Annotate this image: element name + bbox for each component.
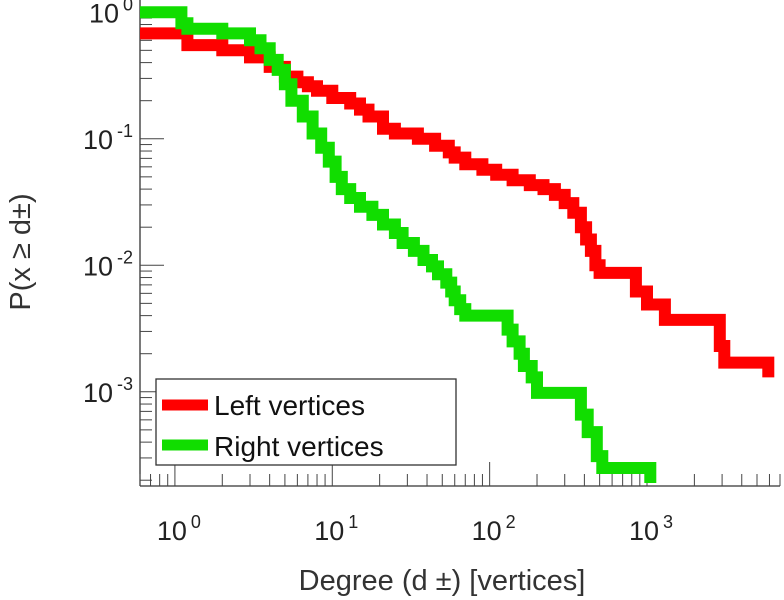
y-tick-label-exponent: -2 [117, 247, 133, 267]
series-lines [140, 6, 775, 483]
y-tick-label-base: 10 [83, 125, 113, 155]
legend-label-right: Right vertices [214, 431, 384, 462]
legend-box [155, 378, 457, 466]
y-tick-label-base: 10 [89, 0, 119, 28]
x-axis-label: Degree (d ±) [vertices] [299, 565, 586, 597]
x-tick-label-exponent: 2 [506, 512, 516, 532]
y-tick-label-base: 10 [83, 251, 113, 281]
series-line-left-vertices [140, 27, 775, 378]
x-tick-label-exponent: 1 [348, 512, 358, 532]
y-axis-label: P(x ≥ d±) [5, 193, 37, 310]
y-tick-label: 10 0 [89, 0, 133, 28]
legend: Left vertices Right vertices [155, 378, 457, 466]
x-tick-label-base: 10 [629, 516, 659, 546]
x-tick-label-base: 10 [472, 516, 502, 546]
y-tick-label: 10 -2 [83, 247, 133, 281]
x-tick-label-exponent: 3 [663, 512, 673, 532]
y-tick-label-exponent: 0 [123, 0, 133, 14]
series-line-right-vertices [140, 6, 657, 483]
x-tick-label-exponent: 0 [191, 512, 201, 532]
x-tick-label: 10 1 [314, 512, 358, 546]
y-tick-label: 10 -1 [83, 121, 133, 155]
y-tick-label: 10 -3 [83, 374, 133, 408]
y-tick-label-exponent: -1 [117, 121, 133, 141]
x-tick-label: 10 2 [472, 512, 516, 546]
x-tick-label: 10 0 [157, 512, 201, 546]
y-tick-label-exponent: -3 [117, 374, 133, 394]
x-tick-label: 10 3 [629, 512, 673, 546]
tick-labels: 10 010 -110 -210 -310 0 10 1 10 2 10 3 [83, 0, 673, 546]
y-tick-label-base: 10 [83, 378, 113, 408]
x-tick-label-base: 10 [157, 516, 187, 546]
legend-label-left: Left vertices [214, 390, 365, 421]
x-tick-label-base: 10 [314, 516, 344, 546]
